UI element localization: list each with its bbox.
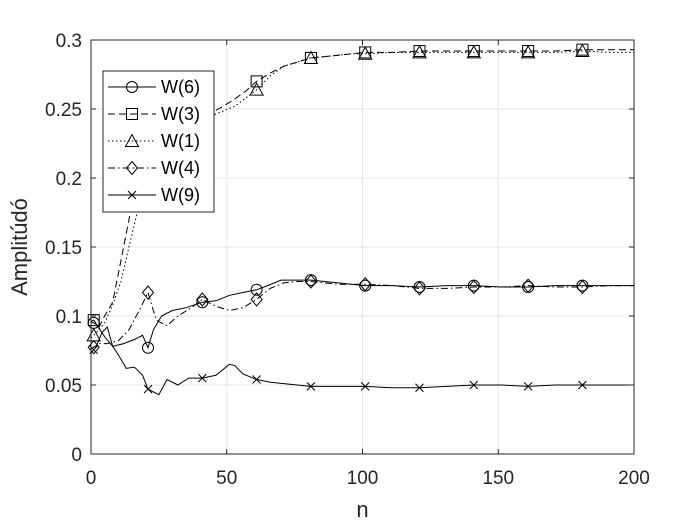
x-axis-ticks: 0 50 100 150 200 [86,40,650,489]
data-point-marker [412,44,427,59]
data-point-marker [520,44,536,59]
data-point-marker [250,75,263,88]
data-point-marker [357,46,373,60]
data-point-marker [466,44,482,59]
legend-marker [125,160,139,176]
data-point-marker [250,283,263,296]
data-point-marker [413,281,426,296]
y-tick-label: 0.1 [56,307,82,328]
x-tick-label: 0 [86,468,97,489]
data-point-marker [252,375,261,384]
data-point-marker [304,274,318,289]
series-line [90,49,634,328]
data-point-marker [360,382,370,391]
data-point-marker [415,383,424,393]
data-point-marker [469,380,479,390]
data-point-marker [87,314,100,327]
data-point-marker [250,292,263,307]
data-point-marker [87,340,100,355]
legend: W(6) W(3) W(1) W(4) W(9) [102,70,215,213]
x-tick-label: 150 [482,468,514,489]
x-axis-label: n [356,497,368,522]
series-line [90,50,634,339]
y-axis-ticks: 0 0.05 0.1 0.15 0.2 0.25 0.3 [45,31,634,466]
y-tick-label: 0.25 [45,100,82,121]
y-tick-label: 0 [71,445,82,466]
legend-entry-label: W(3) [161,104,200,124]
data-point-marker [143,384,153,394]
legend-marker [126,108,138,120]
legend-marker [124,133,140,147]
series-line [90,279,634,350]
data-point-marker [576,279,589,295]
series-markers [86,43,590,394]
data-point-marker [303,50,319,64]
data-point-marker [196,292,209,307]
y-tick-label: 0.15 [45,238,82,259]
data-point-marker [523,382,533,391]
legend-entry-label: W(6) [161,77,200,97]
x-tick-label: 200 [618,468,650,489]
x-tick-label: 100 [347,468,379,489]
data-point-marker [575,43,590,58]
data-point-marker [359,276,372,292]
legend-entry-label: W(4) [161,158,200,178]
data-point-marker [467,279,480,295]
data-point-marker [196,296,209,309]
legend-entry-label: W(1) [161,131,200,151]
data-point-marker [141,285,155,300]
y-tick-label: 0.05 [45,376,82,397]
data-point-marker [578,380,587,390]
data-point-marker [142,341,155,354]
legend-entry-label: W(9) [161,185,200,205]
data-point-marker [306,382,316,391]
legend-marker [126,81,138,93]
legend-marker [127,190,137,200]
data-point-marker [521,278,535,293]
x-tick-label: 50 [216,468,237,489]
y-tick-label: 0.3 [56,31,82,52]
data-point-marker [249,82,264,96]
y-axis-label: Amplitúdó [7,198,32,296]
y-tick-label: 0.2 [56,169,82,190]
data-point-marker [197,373,207,383]
series-line [90,281,634,350]
